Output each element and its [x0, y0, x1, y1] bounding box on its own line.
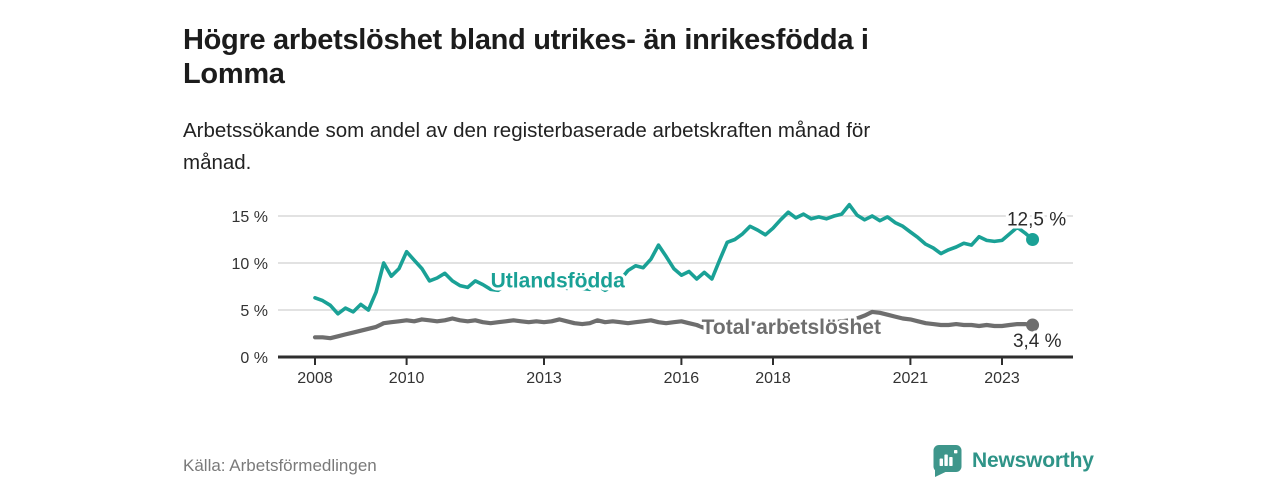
- series-end-dot: [1026, 233, 1040, 246]
- series-line: [312, 309, 1035, 341]
- newsworthy-logo: Newsworthy: [932, 444, 1094, 478]
- x-axis-tick-label: 2021: [893, 370, 929, 387]
- page-title: Högre arbetslöshet bland utrikes- än inr…: [183, 24, 869, 91]
- series-end-value-label: 3,4 %: [1013, 331, 1062, 352]
- chart-canvas: 0 % 5 % 10 % 15 % 2008 2010 2013 2016 2018 2021 20…: [232, 202, 1073, 387]
- x-axis-tick-label: 2013: [526, 370, 562, 387]
- y-axis-label: 5 %: [240, 303, 268, 320]
- x-axis-tick-label: 2018: [755, 370, 791, 387]
- series-end-dot: [1026, 318, 1040, 332]
- y-axis-label: 15 %: [232, 209, 268, 226]
- page-subtitle: Arbetssökande som andel av den registerb…: [183, 118, 871, 174]
- y-axis-label: 0 %: [240, 350, 268, 367]
- newsworthy-logo-icon: [933, 445, 962, 477]
- x-axis-tick-label: 2008: [297, 370, 333, 387]
- x-axis-tick-label: 2010: [389, 370, 425, 387]
- source-text: Källa: Arbetsförmedlingen: [183, 456, 377, 475]
- series-line: [313, 202, 1035, 316]
- series-label: Total arbetslöshet: [702, 316, 881, 339]
- newsworthy-logo-text: Newsworthy: [972, 449, 1094, 472]
- y-axis-label: 10 %: [232, 256, 268, 273]
- x-axis-tick-label: 2016: [664, 370, 700, 387]
- series-label: Utlandsfödda: [491, 269, 625, 292]
- x-axis-tick-label: 2023: [984, 370, 1020, 387]
- series-end-value-label: 12,5 %: [1007, 209, 1066, 230]
